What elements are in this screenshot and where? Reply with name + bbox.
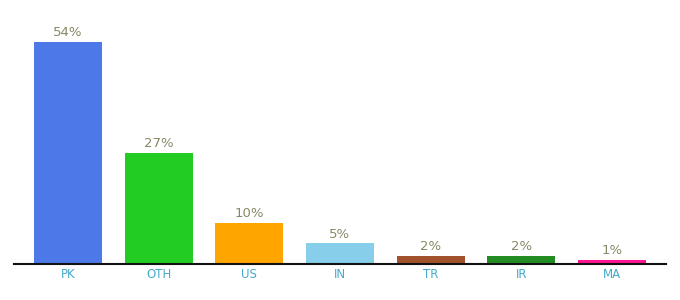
Bar	[488, 256, 556, 264]
Text: 27%: 27%	[144, 137, 173, 150]
Bar	[306, 243, 374, 264]
Bar	[34, 42, 102, 264]
Text: 2%: 2%	[420, 240, 441, 253]
Bar	[396, 256, 464, 264]
Bar	[578, 260, 646, 264]
Text: 10%: 10%	[235, 207, 264, 220]
Text: 5%: 5%	[329, 228, 351, 241]
Text: 54%: 54%	[53, 26, 83, 39]
Text: 1%: 1%	[601, 244, 623, 257]
Bar	[124, 153, 192, 264]
Text: 2%: 2%	[511, 240, 532, 253]
Bar	[216, 223, 284, 264]
